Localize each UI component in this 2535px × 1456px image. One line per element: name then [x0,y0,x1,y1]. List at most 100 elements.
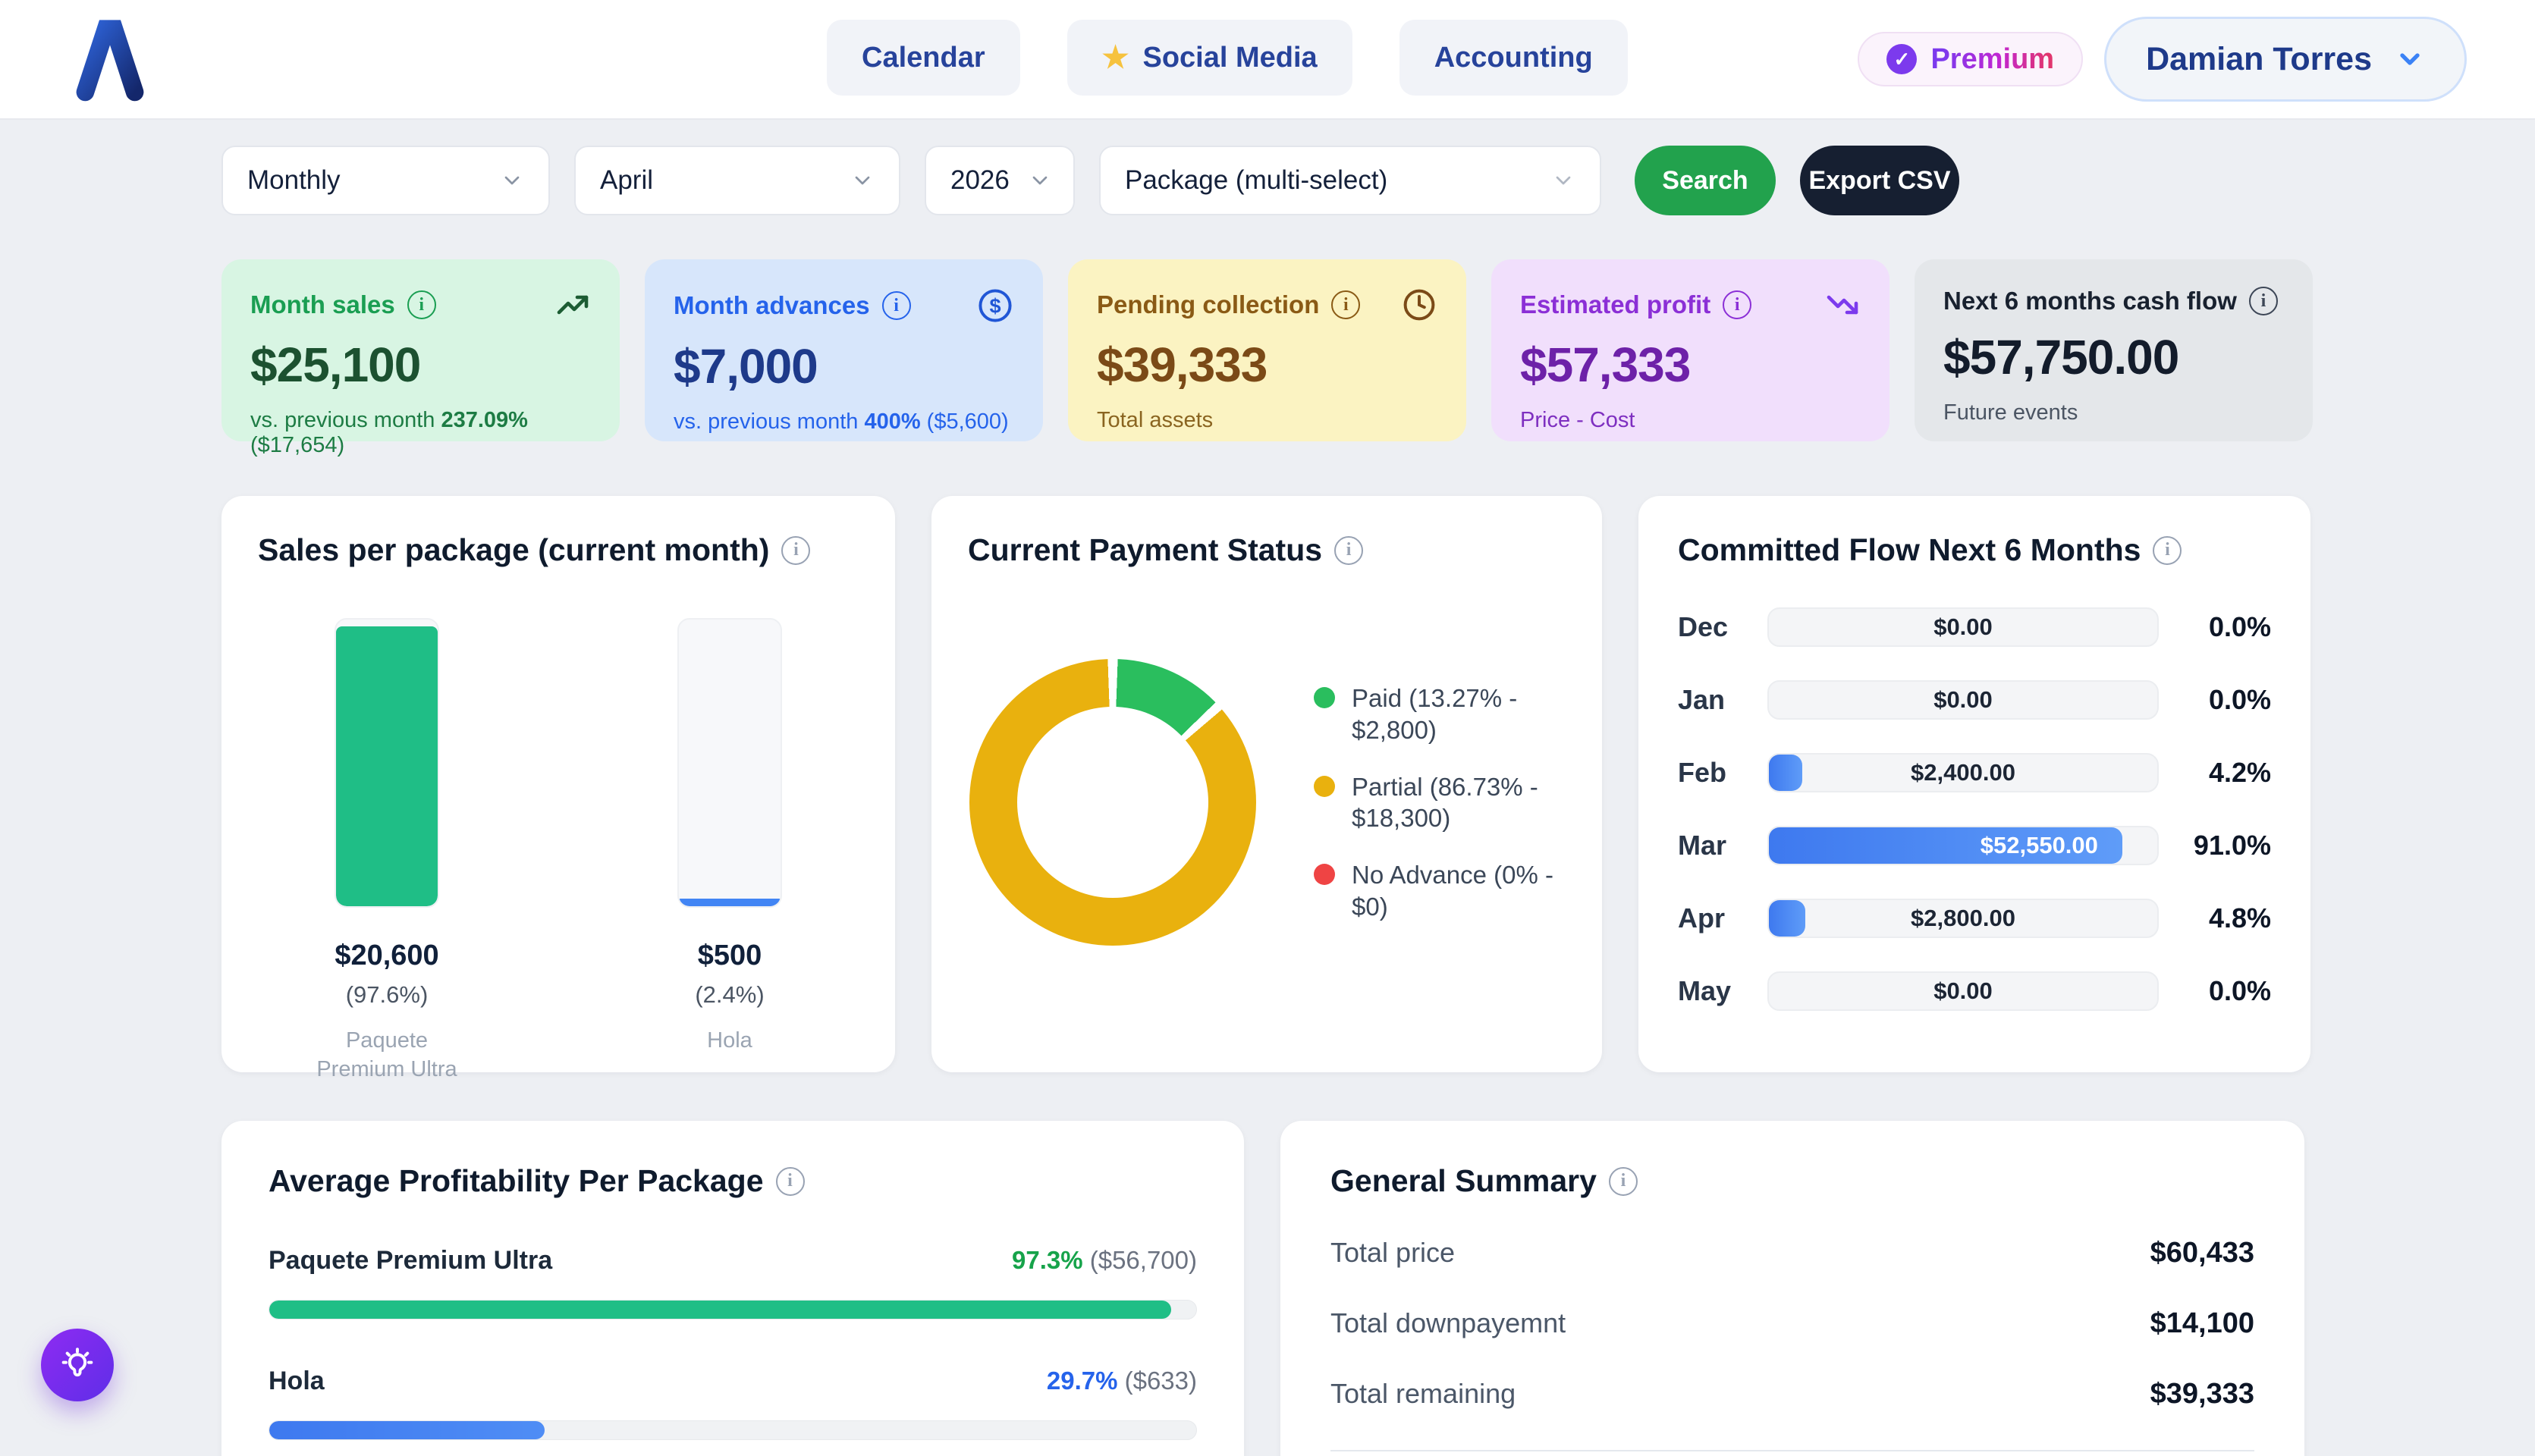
summary-label: Total downpayemnt [1330,1307,1566,1338]
summary-label: Total price [1330,1237,1456,1268]
export-csv-button[interactable]: Export CSV [1800,146,1959,215]
nav-social-media-label: Social Media [1142,41,1318,74]
search-button[interactable]: Search [1635,146,1776,215]
month-select-value: April [600,165,654,195]
profit-bar-fill [269,1421,545,1439]
svg-text:$: $ [989,294,1000,318]
profit-bar-track [269,1300,1197,1320]
sales-per-package-panel: Sales per package (current month) $20,60… [221,496,895,1081]
bar-fill [679,899,781,906]
flow-bar-value: $0.00 [1933,613,1993,640]
year-select[interactable]: 2026 [925,146,1075,215]
nav-social-media[interactable]: ★ Social Media [1066,20,1352,96]
bar-track [335,618,439,908]
bar-track [677,618,782,908]
period-select[interactable]: Monthly [221,146,550,215]
star-icon: ★ [1101,41,1129,74]
package-multiselect-placeholder: Package (multi-select) [1125,165,1388,195]
legend-item-paid: Paid (13.27% - $2,800) [1314,682,1566,745]
clock-icon [1401,287,1437,323]
month-select[interactable]: April [574,146,900,215]
stat-subtext: Future events [1943,400,2078,425]
bar-column-hola: $500 (2.4%) Hola [639,618,821,1084]
flow-percent: 91.0% [2193,830,2271,861]
info-icon[interactable] [2248,287,2278,315]
brand-logo-icon[interactable] [68,15,152,103]
main-content: Monthly April 2026 Package (multi-select… [221,146,2314,1456]
user-menu[interactable]: Damian Torres [2104,17,2467,102]
year-select-value: 2026 [950,165,1010,195]
flow-percent: 0.0% [2208,611,2271,642]
profit-row-paquete: Paquete Premium Ultra 97.3% ($56,700) [269,1246,1197,1276]
committed-flow-panel: Committed Flow Next 6 Months Dec $0.00 0… [1638,496,2310,1072]
stat-title: Month sales [250,290,395,318]
flow-bar-track: $0.00 [1767,680,2159,720]
profit-bar-fill [269,1301,1171,1319]
info-icon[interactable] [881,291,911,320]
stat-value: $57,333 [1520,337,1691,392]
committed-flow-rows: Dec $0.00 0.0% Jan $0.00 0.0% [1678,607,2271,1011]
flow-bar-track: $2,400.00 [1767,753,2159,792]
stat-cards-row: Month sales $25,100 vs. previous month 2… [221,259,2314,457]
premium-badge[interactable]: ✓ Premium [1858,32,2084,86]
info-icon[interactable] [1334,535,1364,565]
info-icon[interactable] [407,290,436,319]
month-label: Mar [1678,830,1727,861]
flow-row-jan: Jan $0.00 0.0% [1678,680,2271,720]
package-name: Hola [269,1367,325,1395]
info-icon[interactable] [781,535,811,565]
package-name: Paquete Premium Ultra [269,1246,553,1275]
premium-label: Premium [1930,42,2055,75]
stat-subtext: Price - Cost [1520,408,1635,432]
package-multiselect[interactable]: Package (multi-select) [1099,146,1601,215]
info-icon[interactable] [1608,1166,1638,1196]
chevron-down-icon [2400,53,2420,65]
bar-column-paquete: $20,600 (97.6%) Paquete Premium Ultra [296,618,478,1084]
summary-row-total-remaining: Total remaining $39,333 [1330,1378,2254,1410]
stat-value: $57,750.00 [1943,330,2179,384]
bar-label: Hola [707,1028,752,1053]
flow-bar-track: $52,550.00 [1767,826,2159,865]
stat-value: $7,000 [674,339,818,394]
user-name: Damian Torres [2146,40,2372,77]
profit-bar-track [269,1420,1197,1440]
summary-value: $60,433 [2150,1237,2254,1269]
stat-card-estimated-profit: Estimated profit $57,333 Price - Cost [1491,259,1889,441]
flow-bar-track: $0.00 [1767,607,2159,647]
stat-subtext: Total assets [1097,408,1214,432]
package-value: 97.3% ($56,700) [1011,1246,1197,1274]
info-icon[interactable] [1723,290,1752,319]
stat-value: $39,333 [1097,337,1268,392]
month-label: Jan [1678,684,1726,715]
stat-value: $25,100 [250,337,421,392]
top-right-group: ✓ Premium Damian Torres [1858,17,2467,102]
flow-bar-value: $2,800.00 [1911,905,2015,931]
donut-legend: Paid (13.27% - $2,800) Partial (86.73% -… [1314,682,1566,922]
panel-title: Sales per package (current month) [258,532,770,567]
info-icon[interactable] [2153,535,2182,565]
general-summary-panel: General Summary Total price $60,433 Tota… [1280,1121,2304,1456]
flow-bar-value: $2,400.00 [1911,759,2015,786]
month-label: May [1678,975,1732,1006]
legend-dot-yellow-icon [1314,775,1335,797]
flow-bar-fill [1769,900,1805,937]
month-label: Apr [1678,902,1725,934]
info-icon[interactable] [775,1166,805,1196]
stat-card-month-advances: Month advances $ $7,000 vs. previous mon… [645,259,1043,441]
stat-card-month-sales: Month sales $25,100 vs. previous month 2… [221,259,620,457]
flow-percent: 4.8% [2208,902,2271,934]
legend-label: Partial (86.73% - $18,300) [1352,772,1538,832]
tips-fab-button[interactable] [41,1329,114,1401]
flow-bar-fill [1769,755,1802,791]
payment-donut-chart [969,659,1256,946]
info-icon[interactable] [1331,290,1361,319]
divider [1330,1450,2254,1451]
main-nav: Calendar ★ Social Media Accounting [827,20,1628,96]
nav-calendar[interactable]: Calendar [827,20,1020,96]
flow-percent: 0.0% [2208,684,2271,715]
nav-accounting[interactable]: Accounting [1399,20,1628,96]
lightbulb-icon [61,1348,93,1377]
legend-label: Paid (13.27% - $2,800) [1352,684,1518,744]
stat-title: Pending collection [1097,290,1320,318]
